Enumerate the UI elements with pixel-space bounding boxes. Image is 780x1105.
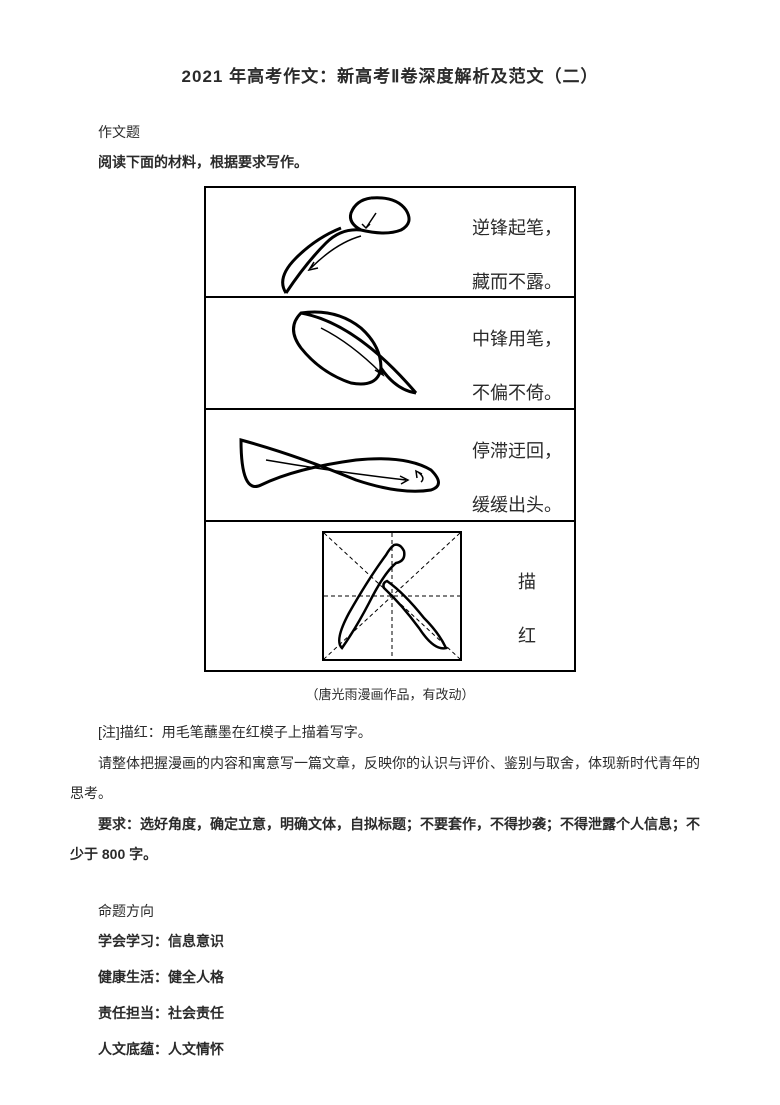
panel-4-line-1: 描 bbox=[518, 572, 536, 592]
direction-item-2: 健康生活：健全人格 bbox=[70, 963, 710, 991]
panel-1-line-1: 逆锋起笔， bbox=[472, 218, 562, 238]
task-text: 请整体把握漫画的内容和寓意写一篇文章，反映你的认识与评价、鉴别与取舍，体现新时代… bbox=[70, 749, 710, 808]
comic-caption: （唐光雨漫画作品，有改动） bbox=[70, 682, 710, 708]
panel-1-line-2: 藏而不露。 bbox=[472, 272, 562, 292]
direction-item-1: 学会学习：信息意识 bbox=[70, 927, 710, 955]
prompt-label: 作文题 bbox=[70, 118, 710, 146]
comic-panel-4: 描 红 bbox=[204, 522, 576, 672]
panel-3-line-2: 缓缓出头。 bbox=[472, 495, 562, 515]
stroke-drawing-2 bbox=[206, 298, 472, 408]
requirement-text: 要求：选好角度，确定立意，明确文体，自拟标题；不要套作，不得抄袭；不得泄露个人信… bbox=[70, 810, 710, 869]
document-title: 2021 年高考作文：新高考Ⅱ卷深度解析及范文（二） bbox=[70, 60, 710, 94]
comic-strip: 逆锋起笔， 藏而不露。 中锋用笔， 不偏不倚。 停 bbox=[204, 186, 576, 672]
panel-2-line-1: 中锋用笔， bbox=[472, 329, 562, 349]
direction-item-4: 人文底蕴：人文情怀 bbox=[70, 1035, 710, 1063]
comic-panel-1: 逆锋起笔， 藏而不露。 bbox=[204, 186, 576, 298]
panel-2-text: 中锋用笔， 不偏不倚。 bbox=[472, 299, 574, 407]
stroke-drawing-4 bbox=[206, 522, 518, 670]
panel-2-line-2: 不偏不倚。 bbox=[472, 383, 562, 403]
comic-panel-2: 中锋用笔， 不偏不倚。 bbox=[204, 298, 576, 410]
panel-3-text: 停滞迂回， 缓缓出头。 bbox=[472, 411, 574, 519]
direction-item-3: 责任担当：社会责任 bbox=[70, 999, 710, 1027]
stroke-drawing-1 bbox=[206, 188, 472, 296]
panel-1-text: 逆锋起笔， 藏而不露。 bbox=[472, 188, 574, 296]
direction-label: 命题方向 bbox=[70, 897, 710, 925]
comic-panel-3: 停滞迂回， 缓缓出头。 bbox=[204, 410, 576, 522]
note-text: [注]描红：用毛笔蘸墨在红模子上描着写字。 bbox=[70, 718, 710, 747]
panel-4-text: 描 红 bbox=[518, 542, 574, 650]
panel-4-line-2: 红 bbox=[518, 626, 536, 646]
instruction-text: 阅读下面的材料，根据要求写作。 bbox=[70, 148, 710, 176]
grid-box bbox=[322, 531, 462, 661]
panel-3-line-1: 停滞迂回， bbox=[472, 441, 562, 461]
stroke-drawing-3 bbox=[206, 410, 472, 520]
